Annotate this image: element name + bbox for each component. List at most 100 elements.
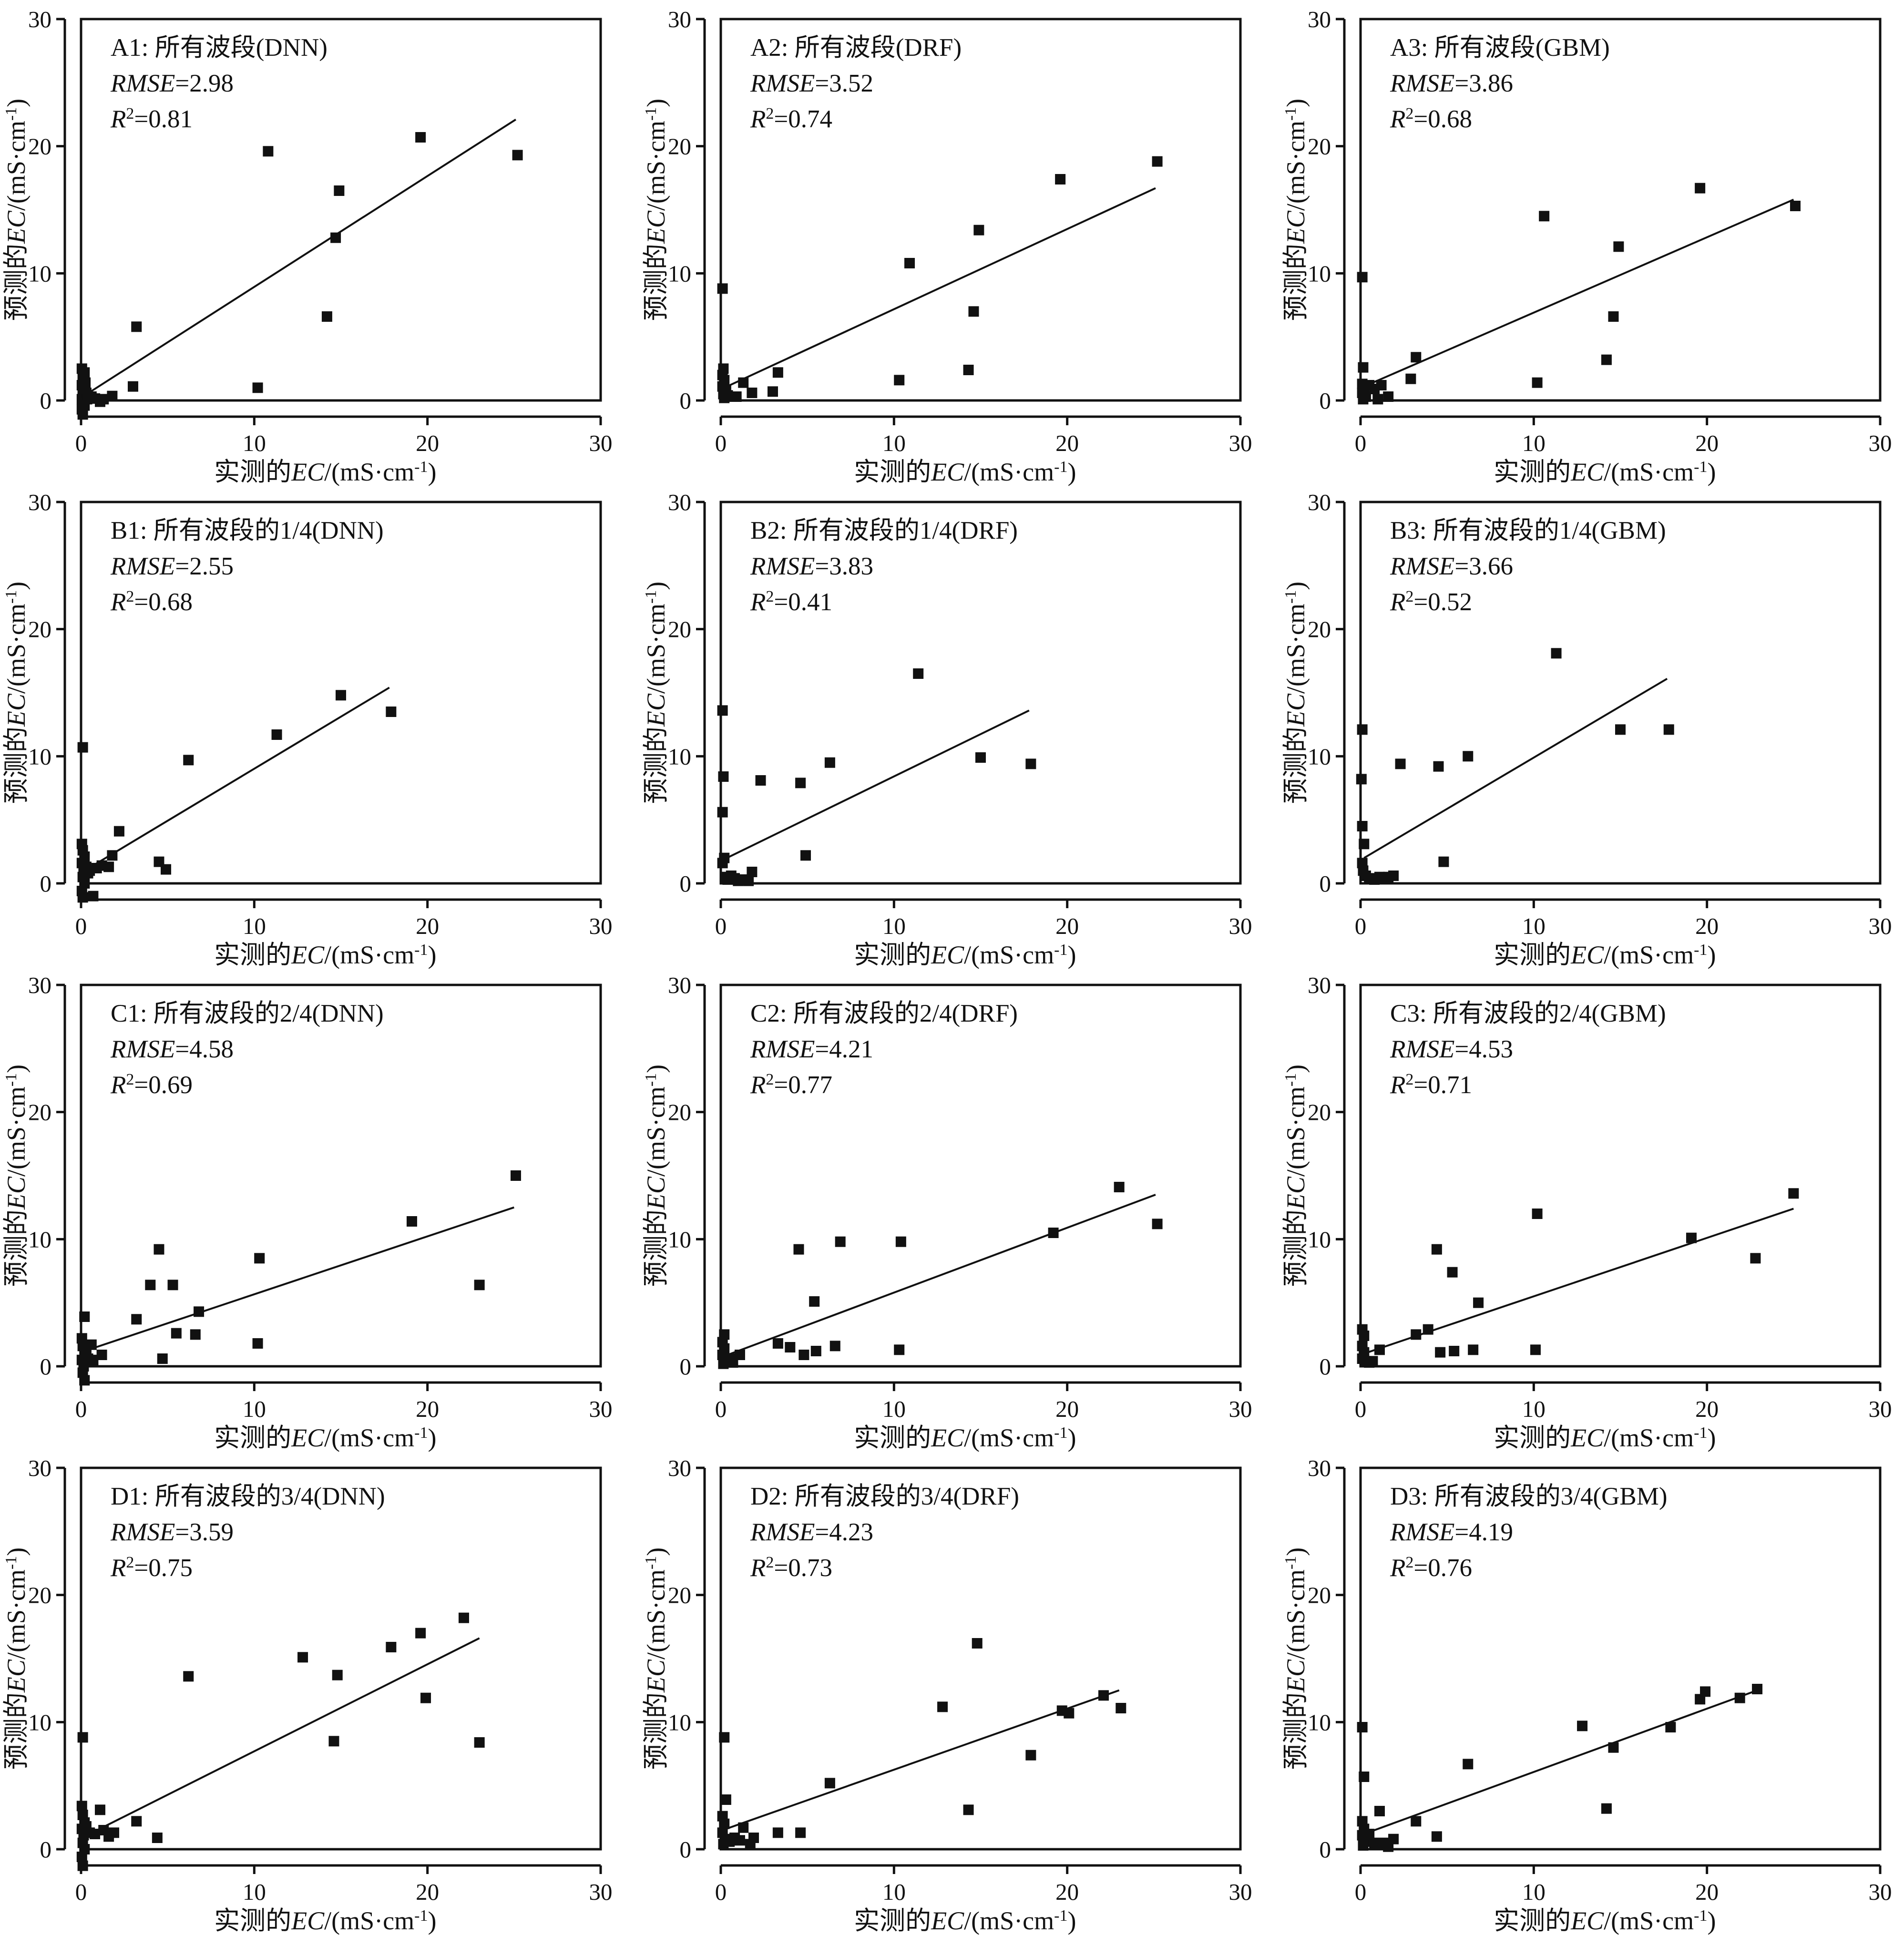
y-axis-title-variable: EC — [1281, 210, 1310, 244]
y-tick-label: 30 — [668, 972, 691, 998]
r2-superscript: 2 — [126, 588, 134, 605]
y-tick-label: 20 — [28, 133, 51, 160]
r2-name: R — [110, 588, 126, 616]
x-tick-label: 0 — [715, 1879, 727, 1905]
data-point — [1431, 1831, 1442, 1842]
data-point — [1055, 174, 1066, 184]
y-tick-label: 30 — [28, 1455, 51, 1481]
x-tick-label: 30 — [589, 1879, 613, 1905]
rmse-value: =4.23 — [815, 1518, 873, 1546]
data-point — [1116, 1703, 1126, 1713]
data-point — [1152, 1219, 1163, 1229]
data-point — [145, 1280, 156, 1291]
data-point — [720, 1794, 731, 1805]
data-point — [190, 1329, 201, 1340]
data-point — [171, 1328, 182, 1339]
rmse-annotation: RMSE=4.23 — [750, 1518, 873, 1546]
data-point — [717, 807, 728, 818]
data-point — [107, 850, 118, 861]
x-axis-title-prefix: 实测的 — [214, 458, 291, 486]
y-axis-title-prefix: 预测的 — [2, 727, 31, 804]
x-tick-label: 30 — [1869, 1396, 1892, 1422]
x-tick-label: 0 — [1355, 1396, 1367, 1422]
data-point — [263, 146, 274, 157]
data-point — [1601, 1803, 1612, 1814]
rmse-annotation: RMSE=3.86 — [1390, 70, 1513, 97]
y-axis-title-close: ) — [642, 1065, 670, 1073]
scatter-panel: 0 10 20 300102030实测的EC/(mS·cm-1)预测的EC/(mS·c… — [642, 972, 1252, 1452]
data-point — [1376, 380, 1387, 390]
x-axis-title-exponent: -1 — [414, 1907, 428, 1925]
x-axis-title-close: ) — [1067, 1424, 1076, 1452]
data-point — [1411, 352, 1422, 363]
r2-annotation: R2=0.76 — [1390, 1554, 1472, 1582]
r2-value: =0.75 — [134, 1554, 193, 1582]
y-tick-label: 0 — [40, 388, 52, 414]
data-point — [719, 1732, 730, 1743]
y-axis-title-close: ) — [642, 99, 670, 107]
x-tick-label: 10 — [882, 1396, 906, 1422]
data-point — [1665, 1722, 1676, 1732]
y-tick-label: 20 — [668, 1582, 691, 1608]
y-axis-title: 预测的EC/(mS·cm-1) — [1281, 582, 1310, 804]
y-axis-title-close: ) — [1281, 1065, 1310, 1073]
panel-label: B2: 所有波段的1/4(DRF) — [750, 517, 1018, 544]
y-tick-label: 30 — [668, 1455, 691, 1481]
y-axis-title-unit: /(mS·cm — [642, 604, 670, 694]
data-point — [1367, 1356, 1378, 1367]
data-point — [1686, 1232, 1697, 1243]
y-axis-title-close: ) — [642, 582, 670, 590]
data-point — [717, 283, 728, 294]
x-axis-title-close: ) — [428, 458, 436, 486]
y-axis-title-variable: EC — [1281, 1176, 1310, 1210]
scatter-panel: 0 10 20 300102030实测的EC/(mS·cm-1)预测的EC/(mS·c… — [642, 1455, 1252, 1935]
r2-superscript: 2 — [126, 1554, 134, 1571]
rmse-name: RMSE — [1390, 1518, 1454, 1546]
x-axis-title-variable: EC — [1570, 941, 1604, 969]
data-point — [386, 1642, 397, 1652]
data-point — [107, 390, 118, 401]
data-point — [738, 377, 749, 388]
rmse-name: RMSE — [1390, 70, 1454, 97]
x-axis-title-close: ) — [1707, 1424, 1716, 1452]
y-axis-title: 预测的EC/(mS·cm-1) — [2, 99, 31, 321]
y-axis-title-close: ) — [1281, 582, 1310, 590]
y-axis-title: 预测的EC/(mS·cm-1) — [2, 582, 31, 804]
y-axis-title-variable: EC — [2, 1659, 31, 1693]
x-tick-label: 10 — [243, 1396, 266, 1422]
data-point — [1473, 1297, 1484, 1308]
data-point — [972, 1638, 983, 1649]
r2-name: R — [110, 1554, 126, 1582]
y-tick-label: 10 — [668, 743, 691, 769]
y-tick-label: 30 — [28, 972, 51, 998]
x-axis-title: 实测的EC/(mS·cm-1) — [214, 941, 436, 969]
data-point — [1532, 1209, 1543, 1219]
rmse-value: =4.21 — [815, 1035, 873, 1063]
x-axis-title: 实测的EC/(mS·cm-1) — [214, 1906, 436, 1935]
data-point — [510, 1170, 521, 1181]
x-tick-label: 0 — [75, 1879, 87, 1905]
x-axis-title-exponent: -1 — [414, 941, 428, 959]
data-point — [77, 1860, 88, 1871]
x-axis-title-prefix: 实测的 — [214, 1906, 291, 1935]
y-axis-title-prefix: 预测的 — [642, 1209, 670, 1287]
y-axis-title-exponent: -1 — [2, 1556, 20, 1569]
x-axis-title-variable: EC — [291, 941, 325, 969]
data-point — [1468, 1344, 1479, 1355]
rmse-annotation: RMSE=3.59 — [110, 1518, 234, 1546]
y-axis-title-unit: /(mS·cm — [642, 1569, 670, 1659]
y-tick-label: 20 — [668, 1099, 691, 1126]
x-axis-title-prefix: 实测的 — [854, 1906, 931, 1935]
x-axis-title-exponent: -1 — [1694, 1424, 1707, 1442]
y-tick-label: 0 — [40, 871, 52, 897]
y-tick-label: 30 — [668, 489, 691, 515]
regression-line — [724, 187, 1156, 389]
r2-value: =0.68 — [1413, 105, 1472, 133]
y-axis-title-close: ) — [2, 99, 31, 107]
data-point — [963, 1804, 974, 1815]
r2-annotation: R2=0.74 — [750, 105, 832, 133]
x-tick-label: 30 — [589, 913, 613, 939]
x-axis-title-close: ) — [1707, 1906, 1716, 1935]
data-point — [800, 850, 811, 861]
y-axis-title-prefix: 预测的 — [2, 1692, 31, 1770]
